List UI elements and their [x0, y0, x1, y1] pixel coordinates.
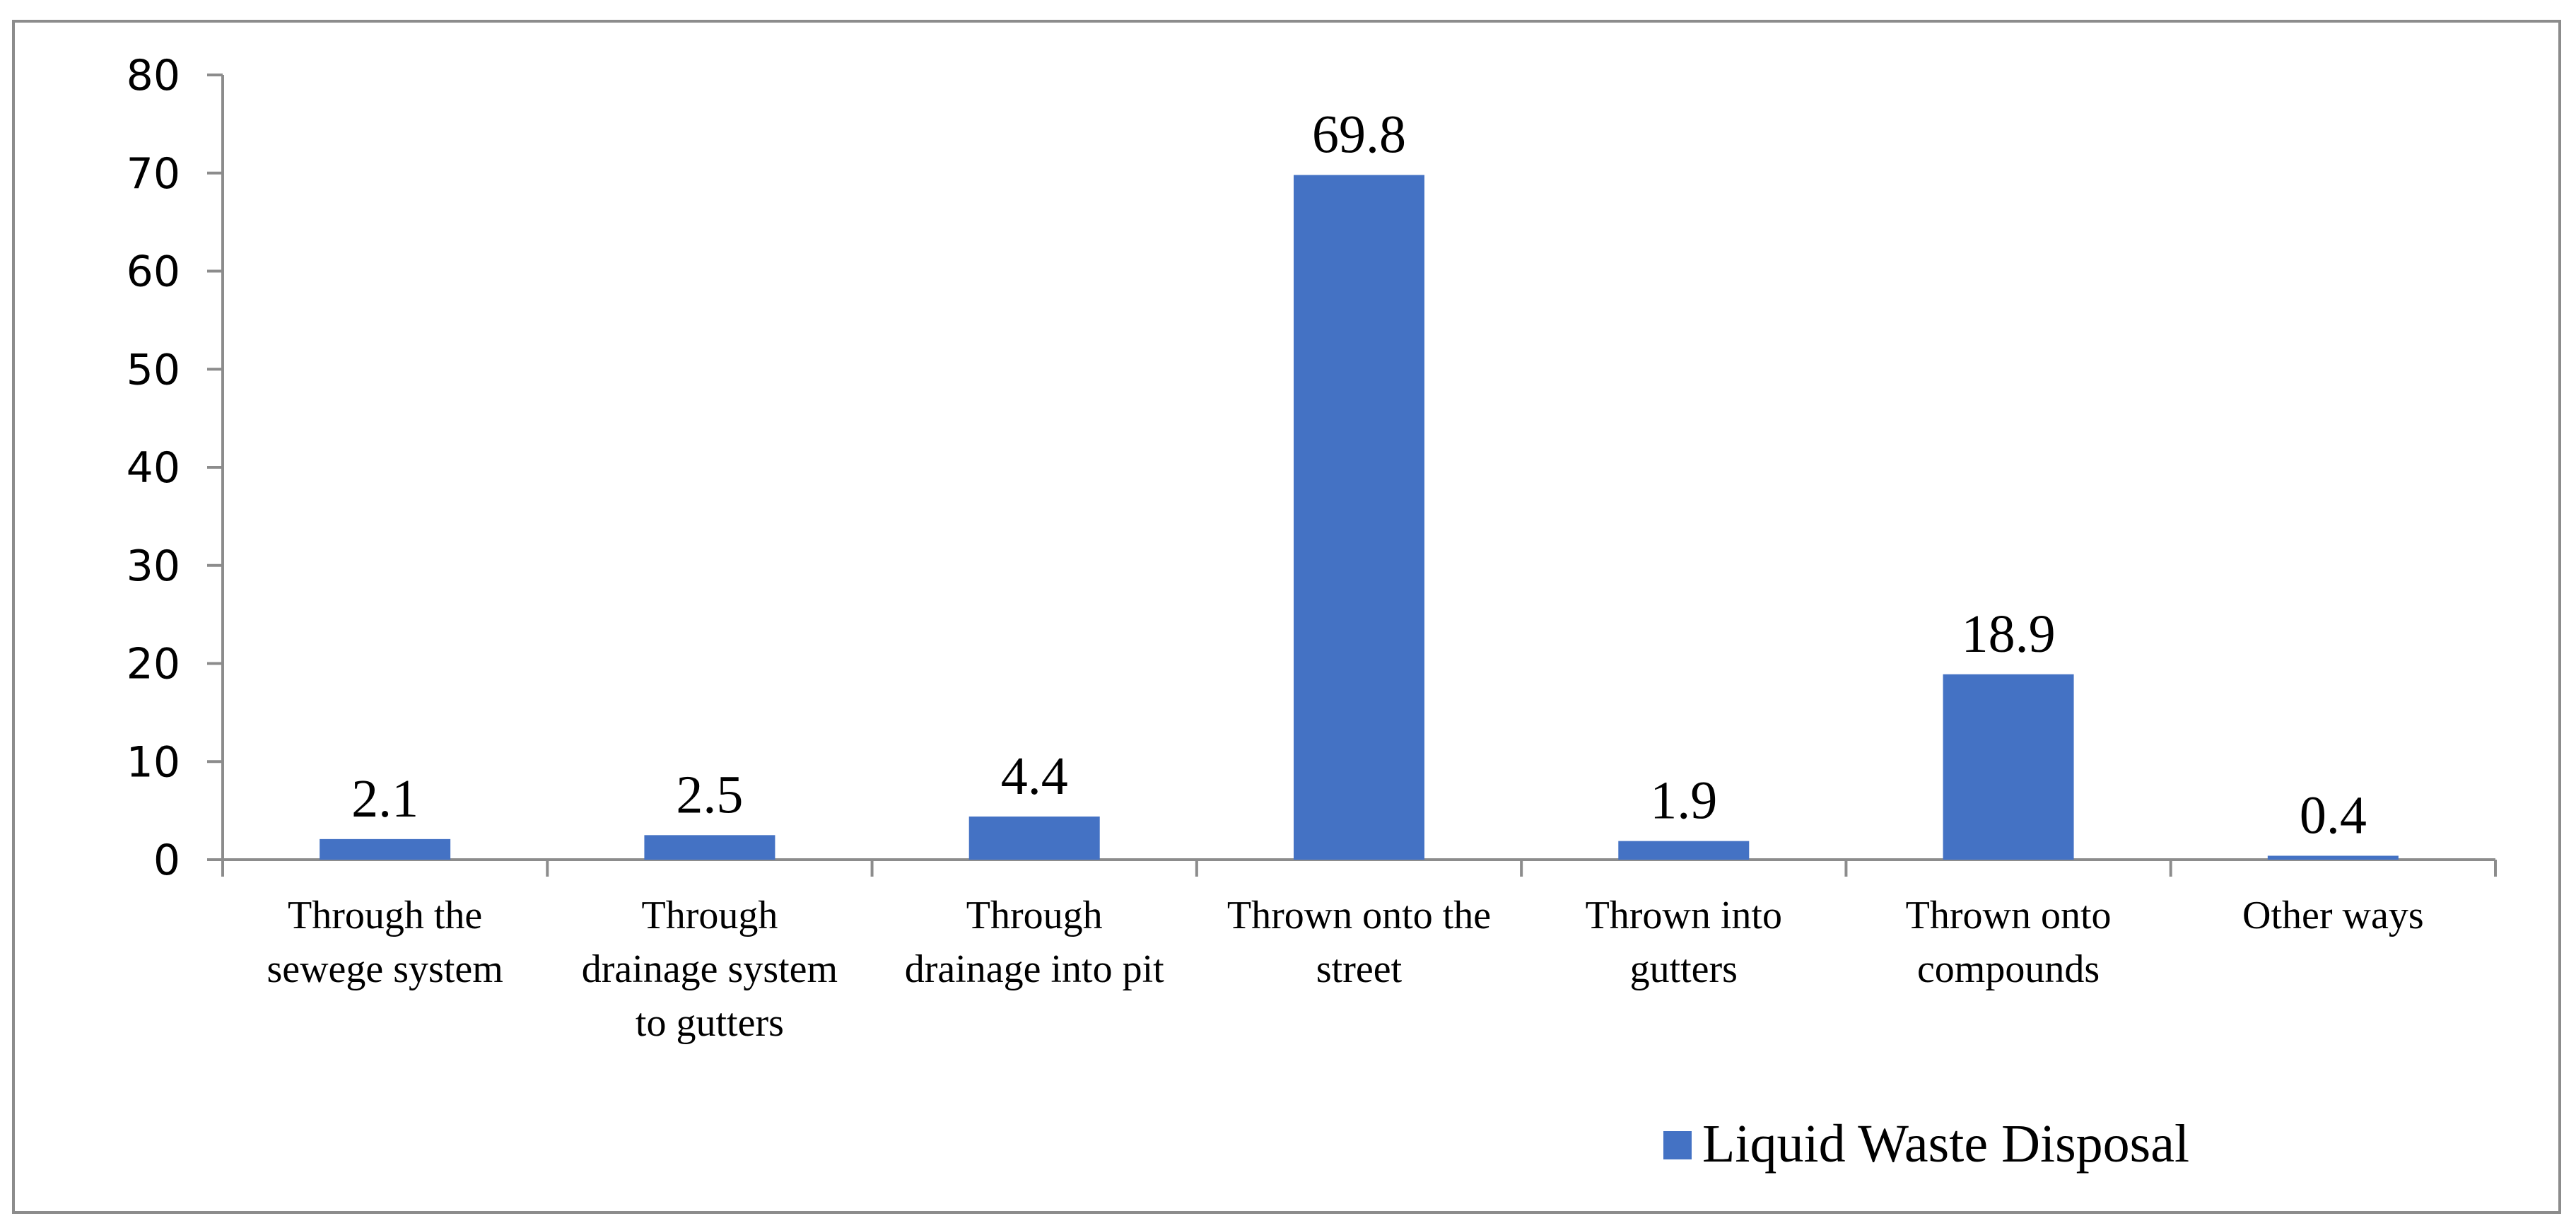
x-category-label: Thrown onto compounds — [1906, 894, 2112, 991]
x-category-label: Other ways — [2242, 894, 2424, 937]
x-category-label-line: Through the — [288, 894, 482, 937]
y-tick-label: 40 — [127, 443, 180, 493]
bar — [320, 838, 451, 860]
x-category-label-line: drainage into pit — [905, 947, 1164, 991]
legend-swatch — [1663, 1131, 1692, 1159]
x-category-label-line: Thrown onto — [1906, 894, 2112, 937]
bar — [968, 816, 1100, 860]
x-category-label-line: Thrown onto the — [1227, 894, 1491, 937]
x-category-label-line: Thrown into — [1586, 894, 1782, 937]
data-label: 1.9 — [1650, 771, 1717, 831]
y-tick-label: 60 — [127, 247, 180, 297]
x-category-label-line: Other ways — [2242, 894, 2424, 937]
data-label: 69.8 — [1312, 105, 1406, 165]
data-label: 18.9 — [1962, 604, 2056, 664]
x-category-label-line: Through — [641, 894, 778, 937]
y-tick-label: 20 — [127, 640, 180, 689]
bar — [1618, 841, 1750, 860]
x-category-label-line: compounds — [1917, 947, 2100, 991]
bar — [644, 835, 775, 860]
x-category-label: Thrown onto the street — [1227, 894, 1491, 991]
y-tick-label: 80 — [127, 51, 180, 100]
bar — [2267, 855, 2399, 860]
x-category-label-line: to gutters — [636, 1001, 784, 1045]
x-category-label: Through the sewege system — [267, 894, 503, 991]
chart-frame — [12, 20, 2561, 1214]
data-label: 2.1 — [351, 769, 418, 829]
x-category-label: Through drainage into pit — [905, 894, 1164, 991]
y-tick-label: 50 — [127, 345, 180, 394]
data-label: 0.4 — [2300, 785, 2367, 845]
y-tick-label: 70 — [127, 149, 180, 199]
x-category-label-line: gutters — [1630, 947, 1738, 991]
x-category-label-line: street — [1316, 947, 1403, 991]
x-category-label-line: Through — [966, 894, 1103, 937]
data-label: 4.4 — [1001, 747, 1068, 806]
bar — [1943, 674, 2074, 860]
x-category-label-line: sewege system — [267, 947, 503, 991]
y-tick-label: 30 — [127, 542, 180, 591]
bar — [1294, 175, 1424, 860]
legend-label: Liquid Waste Disposal — [1702, 1114, 2189, 1174]
x-category-label-line: drainage system — [582, 947, 838, 991]
y-tick-label: 10 — [127, 737, 180, 787]
x-category-label: Thrown into gutters — [1586, 894, 1782, 991]
y-tick-label: 0 — [153, 836, 180, 885]
data-label: 2.5 — [676, 765, 743, 824]
x-category-label: Through drainage system to gutters — [582, 894, 838, 1045]
